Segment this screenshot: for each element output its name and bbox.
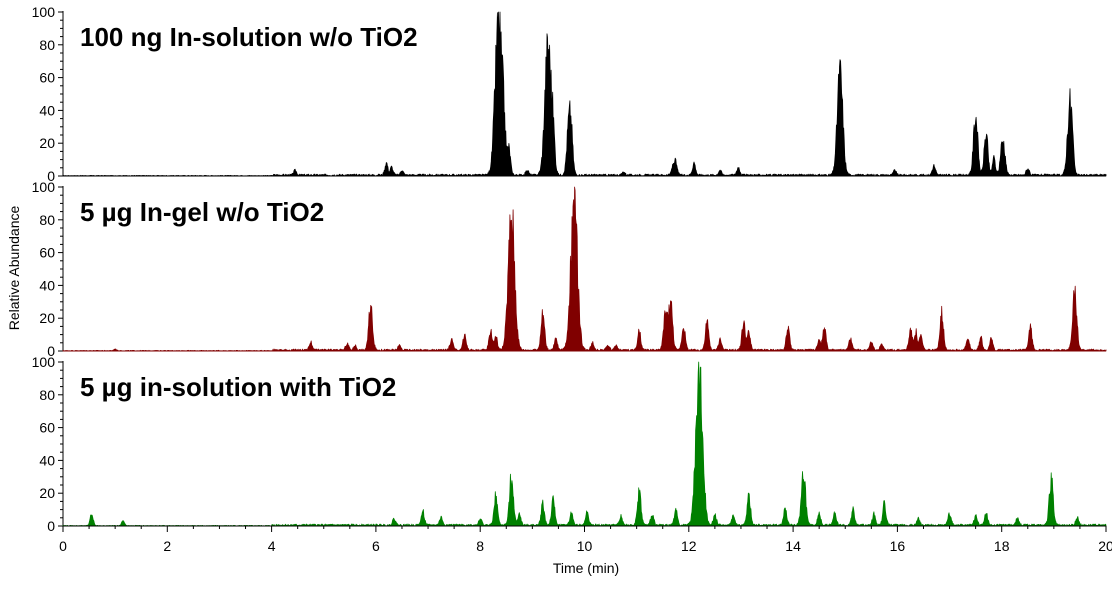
y-tick-label: 100	[32, 354, 56, 370]
y-tick-label: 0	[47, 518, 55, 534]
y-tick-label: 80	[39, 387, 55, 403]
y-tick-label: 100	[32, 4, 56, 20]
y-tick-label: 0	[47, 168, 55, 184]
panel-title: 100 ng In-solution w/o TiO2	[80, 22, 418, 52]
x-tick-label: 0	[59, 538, 67, 554]
series-trace	[62, 186, 1107, 352]
y-tick-label: 80	[39, 37, 55, 53]
x-tick-label: 14	[785, 538, 801, 554]
x-tick-label: 8	[476, 538, 484, 554]
y-tick-label: 40	[39, 277, 55, 293]
y-tick-label: 100	[32, 179, 56, 195]
x-tick-label: 20	[1098, 538, 1112, 554]
panel-1: 0 20 40 60 80 100 100 ng In-solution w/o TiO2	[32, 4, 1107, 184]
x-tick-label: 18	[994, 538, 1010, 554]
y-tick-label: 60	[39, 245, 55, 261]
y-tick-label: 20	[39, 485, 55, 501]
y-tick-label: 80	[39, 212, 55, 228]
x-tick-label: 2	[163, 538, 171, 554]
x-tick-label: 16	[890, 538, 906, 554]
x-tick-label: 12	[681, 538, 697, 554]
series-trace	[62, 11, 1107, 177]
y-tick-label: 60	[39, 70, 55, 86]
y-tick-label: 20	[39, 310, 55, 326]
y-axis-title: Relative Abundance	[6, 206, 22, 331]
x-axis-title: Time (min)	[553, 560, 619, 576]
panel-3: 0 20 40 60 80 100 5 µg in-solution with TiO2	[32, 354, 1107, 534]
y-tick-label: 40	[39, 452, 55, 468]
y-tick-label: 0	[47, 343, 55, 359]
panel-title: 5 µg in-solution with TiO2	[80, 372, 396, 402]
y-tick-label: 40	[39, 102, 55, 118]
y-tick-label: 20	[39, 135, 55, 151]
x-tick-label: 4	[268, 538, 276, 554]
x-tick-label: 6	[372, 538, 380, 554]
x-tick-label: 10	[577, 538, 593, 554]
y-tick-label: 60	[39, 420, 55, 436]
panel-title: 5 µg In-gel w/o TiO2	[80, 197, 324, 227]
panel-2: 0 20 40 60 80 100 5 µg In-gel w/o TiO2	[32, 179, 1107, 359]
